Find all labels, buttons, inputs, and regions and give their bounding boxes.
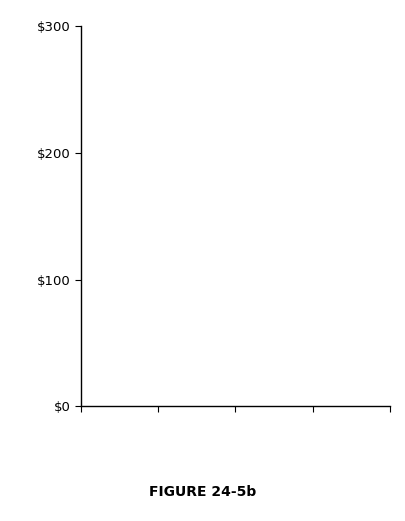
Text: FIGURE 24-5b: FIGURE 24-5b [149,486,256,499]
